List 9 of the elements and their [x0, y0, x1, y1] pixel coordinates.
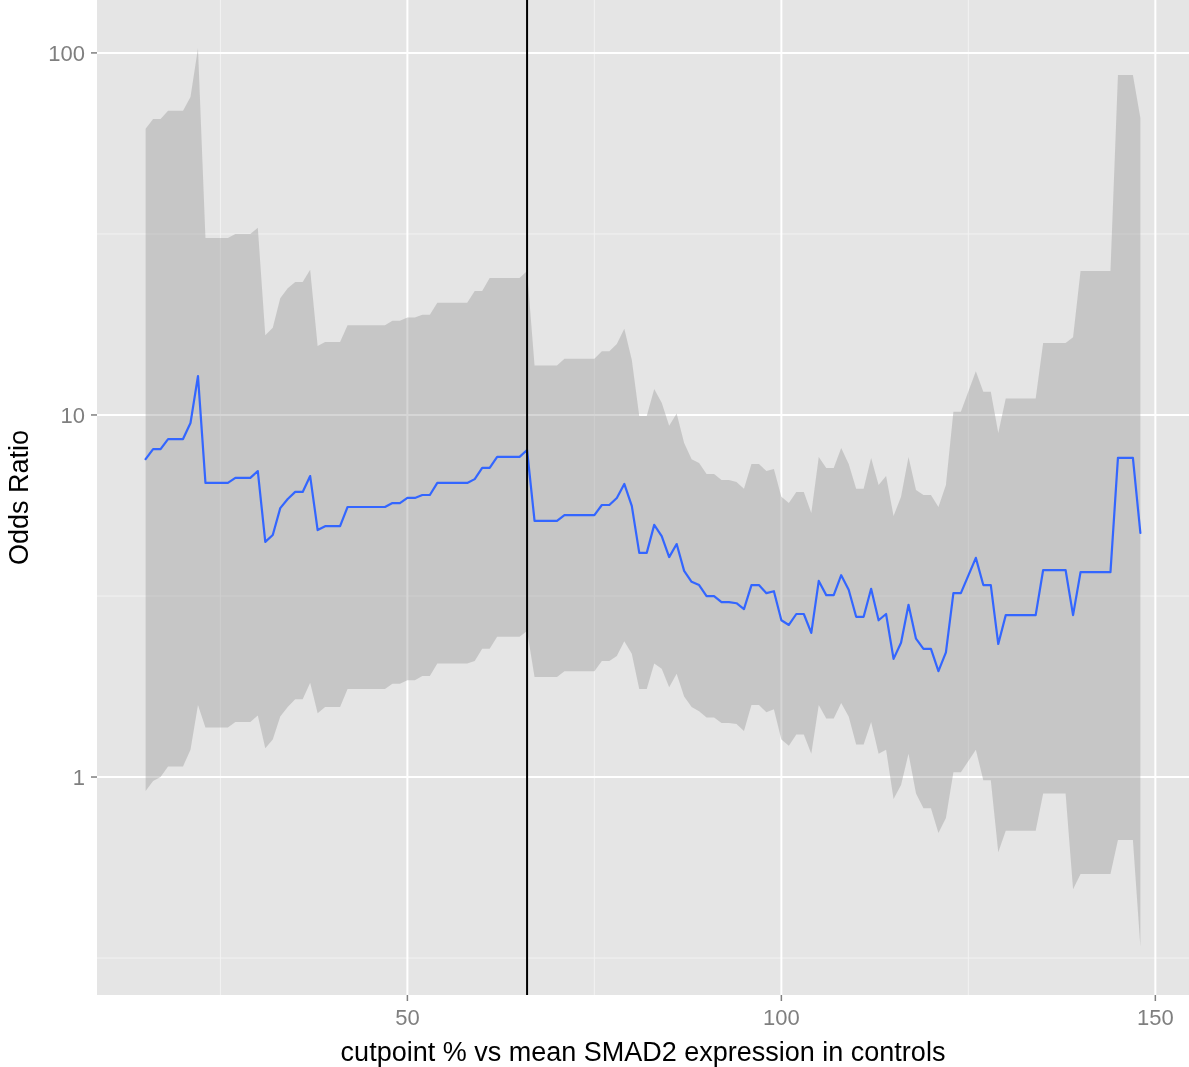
x-axis-title: cutpoint % vs mean SMAD2 expression in controls	[340, 1037, 946, 1067]
x-tick-label: 50	[395, 1005, 420, 1030]
line-series	[144, 375, 1142, 673]
x-tick-label: 100	[763, 1005, 800, 1030]
y-axis-title: Odds Ratio	[4, 429, 34, 566]
x-tick-label: 150	[1136, 1005, 1174, 1030]
y-tick-label: 1	[72, 764, 85, 790]
y-tick-label: 10	[60, 402, 85, 428]
y-tick-label: 100	[48, 40, 85, 66]
